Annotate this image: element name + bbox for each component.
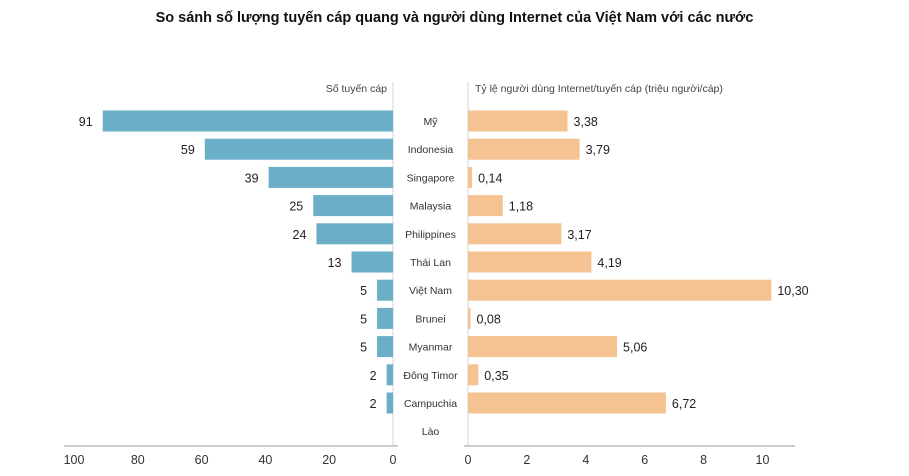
left-bar [377, 336, 393, 358]
left-bar-value-label: 13 [328, 256, 342, 270]
right-bar-group: 3,38 3,79 0,14 1,18 3,17 4,19 10,30 0,08 5,06 0,3… [468, 110, 809, 414]
left-bar-value-label: 5 [360, 284, 367, 298]
right-x-tick-label: 10 [756, 453, 770, 467]
left-x-tick-label: 100 [64, 453, 85, 467]
right-x-tick-label: 8 [700, 453, 707, 467]
right-bar-value-label: 4,19 [597, 256, 621, 270]
category-label: Lào [422, 426, 440, 438]
right-x-tick-label: 6 [641, 453, 648, 467]
left-bar [351, 251, 393, 273]
right-bar [468, 110, 568, 132]
right-bar [468, 336, 618, 358]
right-bar [468, 279, 772, 301]
left-x-tick-label: 80 [131, 453, 145, 467]
right-bar-value-label: 10,30 [777, 284, 808, 298]
left-bar-value-label: 2 [370, 369, 377, 383]
left-bar [102, 110, 394, 132]
left-bar [313, 195, 393, 217]
category-label: Đông Timor [403, 370, 458, 382]
chart-title: So sánh số lượng tuyến cáp quang và ngườ… [155, 10, 754, 26]
category-label: Malaysia [410, 201, 452, 213]
left-bar-value-label: 59 [181, 143, 195, 157]
left-bar-value-label: 91 [79, 115, 93, 129]
left-x-tick-label: 20 [322, 453, 336, 467]
right-x-tick-label: 2 [523, 453, 530, 467]
left-x-tick-label: 60 [195, 453, 209, 467]
left-x-tick-label: 0 [390, 453, 397, 467]
right-bar-value-label: 0,08 [477, 312, 501, 326]
right-bar [468, 392, 666, 414]
right-bar-value-label: 0,35 [484, 369, 508, 383]
left-bar [316, 223, 393, 245]
left-bar [204, 138, 393, 160]
right-bar-value-label: 3,38 [574, 115, 598, 129]
left-bar [386, 392, 393, 414]
category-label: Mỹ [424, 116, 439, 128]
right-bar-value-label: 1,18 [509, 200, 533, 214]
category-label: Việt Nam [409, 285, 452, 297]
left-bar [377, 279, 393, 301]
category-label: Campuchia [404, 398, 457, 410]
right-bar-value-label: 3,17 [567, 228, 591, 242]
category-labels: Mỹ Indonesia Singapore Malaysia Philippines T… [403, 116, 458, 438]
right-bar-value-label: 3,79 [586, 143, 610, 157]
x-axes: 100 80 60 40 20 0 0 2 4 6 8 10 [64, 445, 795, 467]
right-bar [468, 166, 473, 188]
left-bar-value-label: 5 [360, 312, 367, 326]
right-bar [468, 138, 580, 160]
left-bar [268, 166, 393, 188]
right-bar-value-label: 5,06 [623, 341, 647, 355]
category-label: Singapore [407, 172, 455, 184]
right-x-tick-label: 4 [582, 453, 589, 467]
category-label: Indonesia [408, 144, 454, 156]
right-bar [468, 195, 503, 217]
left-bar [386, 364, 393, 386]
left-bar-value-label: 39 [245, 171, 259, 185]
category-label: Myanmar [409, 342, 453, 354]
left-bar-value-label: 2 [370, 397, 377, 411]
category-label: Thái Lan [410, 257, 451, 269]
category-label: Philippines [405, 229, 456, 241]
right-bar [468, 223, 562, 245]
left-series-header: Số tuyến cáp [326, 83, 387, 95]
right-bar [468, 364, 479, 386]
left-bar-value-label: 24 [293, 228, 307, 242]
right-bar [468, 251, 592, 273]
left-bar-value-label: 5 [360, 341, 367, 355]
left-bar [377, 307, 393, 329]
right-bar-value-label: 0,14 [478, 171, 502, 185]
right-bar-value-label: 6,72 [672, 397, 696, 411]
right-x-tick-label: 0 [465, 453, 472, 467]
right-bar [468, 307, 471, 329]
right-series-header: Tỷ lệ người dùng Internet/tuyến cáp (tri… [475, 83, 723, 95]
left-x-tick-label: 40 [258, 453, 272, 467]
category-label: Brunei [415, 313, 445, 325]
left-bar-value-label: 25 [289, 200, 303, 214]
